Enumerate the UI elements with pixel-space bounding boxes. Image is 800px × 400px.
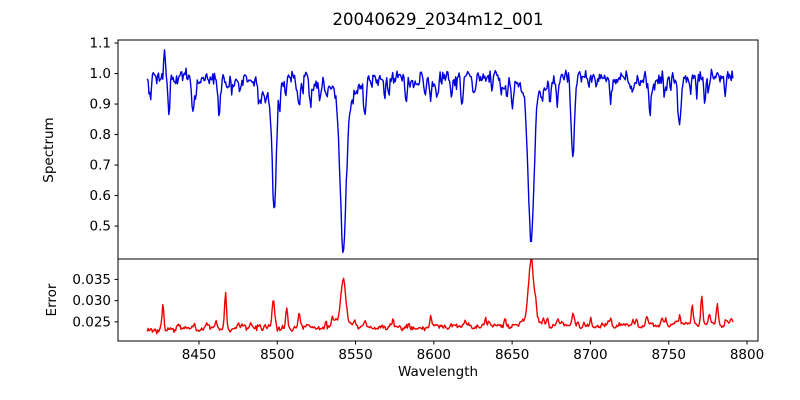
- error-y-tick-label: 0.025: [72, 314, 111, 330]
- x-tick-label: 8550: [338, 347, 372, 363]
- error-axis-label: Error: [44, 283, 60, 317]
- x-tick-label: 8700: [573, 347, 607, 363]
- spectrum-y-tick-label: 0.7: [90, 158, 111, 174]
- x-tick-label: 8750: [652, 347, 686, 363]
- error-y-tick-label: 0.030: [72, 293, 111, 309]
- x-tick-label: 8650: [495, 347, 529, 363]
- x-tick-label: 8600: [417, 347, 451, 363]
- spectrum-y-tick-label: 1.0: [90, 66, 111, 82]
- error-line: [146, 259, 734, 335]
- error-y-tick-label: 0.035: [72, 272, 111, 288]
- spectrum-y-tick-label: 0.9: [90, 97, 111, 113]
- x-tick-label: 8500: [260, 347, 294, 363]
- spectrum-y-tick-label: 0.6: [90, 188, 111, 204]
- spectrum-y-tick-label: 0.8: [90, 127, 111, 143]
- x-tick-label: 8800: [730, 347, 764, 363]
- x-tick-label: 8450: [182, 347, 216, 363]
- spectrum-y-tick-label: 0.5: [90, 219, 111, 235]
- spectrum-line: [146, 49, 734, 254]
- spectrum-y-tick-label: 1.1: [90, 36, 111, 52]
- spectrum-axis-label: Spectrum: [41, 117, 57, 183]
- error-panel-border: [117, 258, 759, 342]
- wavelength-axis-label: Wavelength: [397, 364, 479, 380]
- chart-title: 20040629_2034m12_001: [332, 10, 544, 29]
